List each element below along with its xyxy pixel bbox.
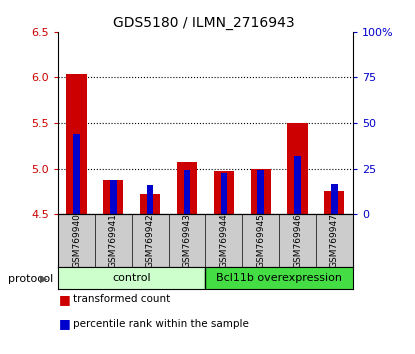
Bar — [140, 194, 160, 214]
Text: transformed count: transformed count — [73, 294, 170, 304]
Bar — [66, 74, 87, 214]
Bar — [205, 267, 353, 289]
Text: ■: ■ — [59, 293, 70, 306]
Text: GSM769946: GSM769946 — [293, 213, 302, 268]
Bar — [214, 171, 234, 214]
Bar — [147, 185, 154, 214]
Bar — [73, 134, 80, 214]
Text: GSM769941: GSM769941 — [109, 213, 118, 268]
Text: Bcl11b overexpression: Bcl11b overexpression — [216, 273, 342, 283]
Bar — [110, 179, 117, 214]
Text: GSM769942: GSM769942 — [146, 213, 155, 268]
Text: GSM769940: GSM769940 — [72, 213, 81, 268]
Bar — [331, 184, 338, 214]
Bar — [251, 169, 271, 214]
Bar — [294, 156, 301, 214]
Bar — [287, 123, 308, 214]
Text: percentile rank within the sample: percentile rank within the sample — [73, 319, 249, 329]
Text: ▶: ▶ — [40, 274, 47, 284]
Text: GSM769945: GSM769945 — [256, 213, 265, 268]
Bar — [220, 173, 227, 214]
Text: GDS5180 / ILMN_2716943: GDS5180 / ILMN_2716943 — [112, 16, 294, 30]
Text: GSM769943: GSM769943 — [183, 213, 191, 268]
Text: ■: ■ — [59, 318, 70, 330]
Bar — [58, 267, 205, 289]
Text: control: control — [112, 273, 151, 283]
Bar — [184, 170, 190, 214]
Bar — [257, 170, 264, 214]
Bar — [324, 192, 344, 214]
Text: protocol: protocol — [8, 274, 54, 284]
Bar — [177, 162, 197, 214]
Bar — [103, 181, 124, 214]
Text: GSM769944: GSM769944 — [220, 213, 228, 268]
Text: GSM769947: GSM769947 — [330, 213, 339, 268]
